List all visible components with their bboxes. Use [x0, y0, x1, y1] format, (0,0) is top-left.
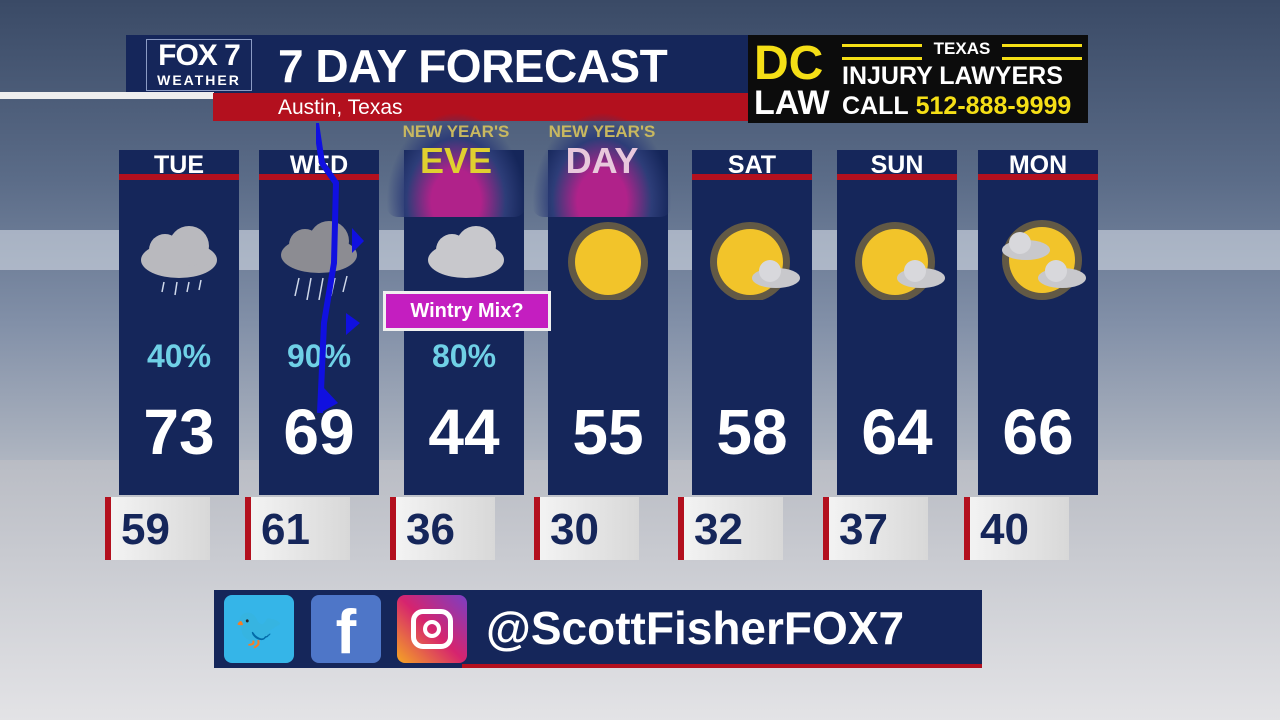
- ad-texas: TEXAS: [842, 39, 1082, 60]
- day-label: TUE: [119, 150, 239, 180]
- day-column: TUE 40% 73: [119, 150, 239, 495]
- partly-cloudy-icon: [1002, 220, 1086, 300]
- nyd-top: NEW YEAR'S: [548, 122, 656, 141]
- day-column: SUN 64: [837, 150, 957, 495]
- precip-chance: 80%: [431, 338, 497, 374]
- rain-cloud-icon: [141, 226, 217, 296]
- day-column: WED 90% 69: [259, 150, 379, 495]
- day-column: MON 66: [978, 150, 1098, 495]
- low-temp: 40: [964, 497, 1069, 560]
- ad-phone: 512-888-9999: [915, 92, 1072, 120]
- divider: [0, 92, 214, 99]
- page-title: 7 DAY FORECAST: [278, 40, 668, 92]
- fox7-weather-logo: FOX 7 WEATHER: [146, 39, 252, 91]
- high-temp: 66: [1002, 396, 1074, 468]
- sun-icon: [568, 222, 648, 300]
- logo-top: FOX 7: [158, 39, 241, 72]
- mostly-sunny-icon: [855, 222, 945, 300]
- low-temp: 61: [245, 497, 350, 560]
- low-temp: 59: [105, 497, 210, 560]
- day-column: SAT 58: [692, 150, 812, 495]
- nyd-bottom: DAY: [565, 140, 639, 181]
- twitter-icon: 🐦: [224, 595, 294, 663]
- nye-bottom: EVE: [419, 140, 493, 181]
- cold-front-icon: [316, 123, 364, 414]
- day-label: SUN: [837, 150, 957, 180]
- day-label: MON: [978, 150, 1098, 180]
- high-temp: 58: [716, 396, 788, 468]
- ad-call: CALL 512-888-9999: [842, 91, 1071, 121]
- ad-injury: INJURY LAWYERS: [842, 62, 1063, 90]
- low-temp: 37: [823, 497, 928, 560]
- logo-bottom: WEATHER: [157, 72, 241, 88]
- dc-law-ad: DC LAW TEXAS INJURY LAWYERS CALL 512-888…: [748, 35, 1088, 123]
- ad-call-label: CALL: [842, 92, 909, 120]
- nye-top: NEW YEAR'S: [402, 122, 510, 141]
- high-temp: 73: [143, 396, 215, 468]
- cloudy-icon: [428, 226, 504, 278]
- mostly-sunny-icon: [710, 222, 800, 300]
- social-handle: @ScottFisherFOX7: [486, 602, 905, 654]
- wintry-mix-badge: Wintry Mix?: [383, 291, 551, 331]
- day-label: SAT: [692, 150, 812, 180]
- new-years-eve-graphic: NEW YEAR'S EVE: [386, 112, 526, 217]
- ad-law: LAW: [754, 84, 830, 122]
- low-temp: 36: [390, 497, 495, 560]
- high-temp: 44: [428, 396, 500, 468]
- high-temp: 64: [861, 396, 933, 468]
- facebook-icon: f: [311, 595, 381, 667]
- precip-chance: 90%: [286, 338, 352, 374]
- precip-chance: 40%: [146, 338, 212, 374]
- social-bar: 🐦 f @ScottFisherFOX7: [214, 590, 982, 668]
- new-years-day-graphic: NEW YEAR'S DAY: [532, 112, 672, 217]
- header-bar: [126, 35, 748, 93]
- heavy-rain-cloud-icon: [281, 221, 357, 300]
- high-temp: 55: [572, 396, 644, 468]
- location-label: Austin, Texas: [278, 96, 403, 119]
- instagram-icon: [397, 595, 467, 663]
- low-temp: 30: [534, 497, 639, 560]
- social-underline: [462, 664, 982, 668]
- low-temp: 32: [678, 497, 783, 560]
- ad-dc: DC: [754, 37, 824, 90]
